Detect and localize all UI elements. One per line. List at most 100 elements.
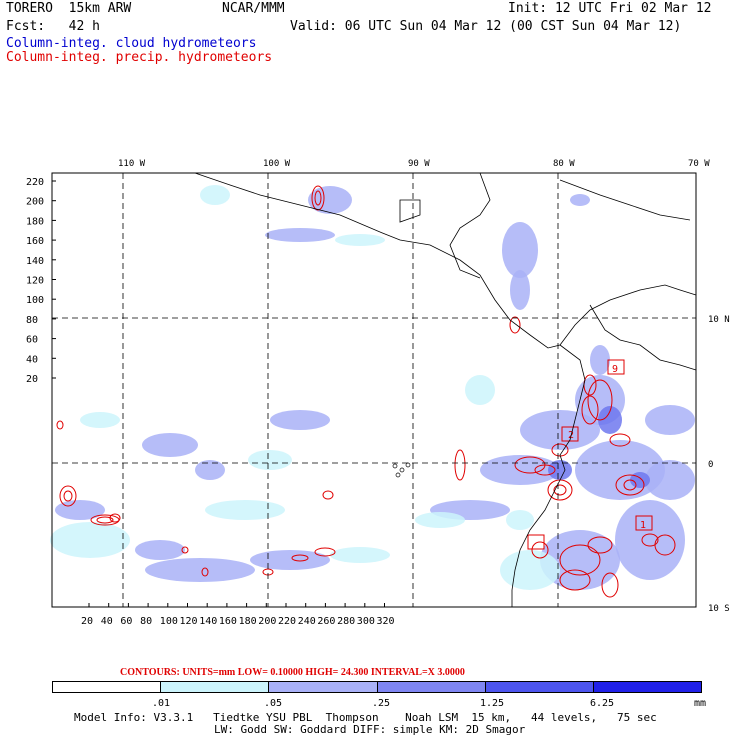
precip-contour: [59, 485, 77, 507]
legend-label-0: .01: [152, 698, 171, 709]
cloud-patch: [135, 540, 185, 560]
cloud-patch: [645, 460, 695, 500]
lon-label: 90 W: [408, 159, 430, 169]
cloud-patch: [145, 558, 255, 582]
cloud-patch: [55, 500, 105, 520]
map-frame: [51, 172, 697, 608]
y-tick-label: 80: [26, 315, 38, 326]
cloud-patch: [548, 460, 572, 480]
legend-swatch-3: [377, 682, 486, 692]
y-tick-label: 160: [26, 236, 44, 247]
x-tick-label: 300: [357, 616, 375, 627]
legend-swatch-4: [485, 682, 594, 692]
field-precip-label: Column-integ. precip. hydrometeors: [6, 50, 273, 65]
cloud-patch: [308, 186, 352, 214]
cloud-patch: [200, 185, 230, 205]
galapagos-island: [395, 472, 401, 478]
contour-info: CONTOURS: UNITS=mm LOW= 0.10000 HIGH= 24…: [120, 667, 465, 678]
cloud-patch: [615, 500, 685, 580]
precip-contour: [531, 541, 549, 559]
cloud-patch: [630, 472, 650, 488]
x-tick-label: 140: [199, 616, 217, 627]
cloud-patch: [500, 550, 560, 590]
legend-swatch-0: [53, 682, 162, 692]
precip-contour: [181, 546, 189, 554]
lon-label: 110 W: [118, 159, 146, 169]
precip-contour: [641, 533, 659, 547]
coastline: [194, 172, 697, 349]
y-tick-label: 100: [26, 295, 44, 306]
model-title: TORERO 15km ARW: [6, 1, 132, 16]
coastlines: [194, 172, 697, 607]
precip-contour: [311, 185, 325, 211]
x-tick-label: 320: [377, 616, 395, 627]
field-cloud-label: Column-integ. cloud hydrometeors: [6, 36, 257, 51]
x-tick-label: 280: [337, 616, 355, 627]
y-tick-label: 180: [26, 216, 44, 227]
y-tick-label: 60: [26, 335, 38, 346]
precip-contour: [322, 490, 334, 500]
x-tick-label: 20: [81, 616, 93, 627]
galapagos-island: [399, 467, 405, 473]
cloud-patch: [50, 522, 130, 558]
cloud-hydrometeor-fill: [50, 185, 695, 590]
x-tick-label: 200: [258, 616, 276, 627]
y-tick-label: 20: [26, 374, 38, 385]
cloud-patch: [195, 460, 225, 480]
x-tick-label: 80: [140, 616, 152, 627]
legend-swatch-5: [593, 682, 702, 692]
lat-label: 0: [708, 460, 713, 470]
y-tick-label: 220: [26, 177, 44, 188]
y-tick-label: 40: [26, 354, 38, 365]
cloud-patch: [250, 550, 330, 570]
precip-contour: [615, 474, 645, 496]
precip-contour: [654, 534, 676, 556]
extremum-label: 9: [612, 364, 618, 375]
precip-contour: [109, 513, 121, 523]
lon-label: 70 W: [688, 159, 710, 169]
coastline: [399, 199, 421, 223]
cloud-patch: [502, 222, 538, 278]
extremum-box: [607, 359, 625, 375]
precip-contour: [559, 544, 601, 576]
y-tick-label: 140: [26, 256, 44, 267]
cloud-patch: [510, 270, 530, 310]
precip-contour: [314, 190, 322, 206]
cloud-patch: [270, 410, 330, 430]
legend-swatch-2: [269, 682, 378, 692]
x-tick-label: 180: [239, 616, 257, 627]
coastline: [449, 172, 491, 279]
cloud-patch: [506, 510, 534, 530]
cloud-patch: [142, 433, 198, 457]
precip-contour: [96, 516, 114, 524]
legend-label-3: 1.25: [480, 698, 505, 709]
x-tick-label: 160: [219, 616, 237, 627]
precip-contour: [609, 433, 631, 447]
precip-contour: [454, 449, 466, 481]
extremum-box: [527, 534, 545, 550]
cloud-patch: [598, 406, 622, 434]
x-tick-label: 100: [160, 616, 178, 627]
precip-contour: [587, 379, 613, 421]
x-tick-label: 60: [120, 616, 132, 627]
precip-contour: [623, 479, 637, 491]
precip-contour: [291, 554, 309, 562]
x-tick-label: 260: [317, 616, 335, 627]
precip-contour: [56, 420, 64, 430]
lat-lon-grid: [52, 173, 696, 607]
cloud-patch: [248, 450, 292, 470]
cloud-patch: [205, 500, 285, 520]
legend-label-unit: mm: [694, 698, 707, 709]
cloud-patch: [480, 455, 560, 485]
cloud-patch: [330, 547, 390, 563]
precip-contour: [201, 567, 209, 577]
org-label: NCAR/MMM: [222, 1, 285, 16]
precip-contour: [601, 572, 619, 598]
lat-label: 10 N: [708, 315, 730, 325]
cloud-patch: [80, 412, 120, 428]
color-legend: [52, 681, 702, 693]
lon-label: 80 W: [553, 159, 575, 169]
precip-contour: [509, 316, 521, 334]
model-info-line1: Model Info: V3.3.1 Tiedtke YSU PBL Thomp…: [74, 711, 657, 724]
